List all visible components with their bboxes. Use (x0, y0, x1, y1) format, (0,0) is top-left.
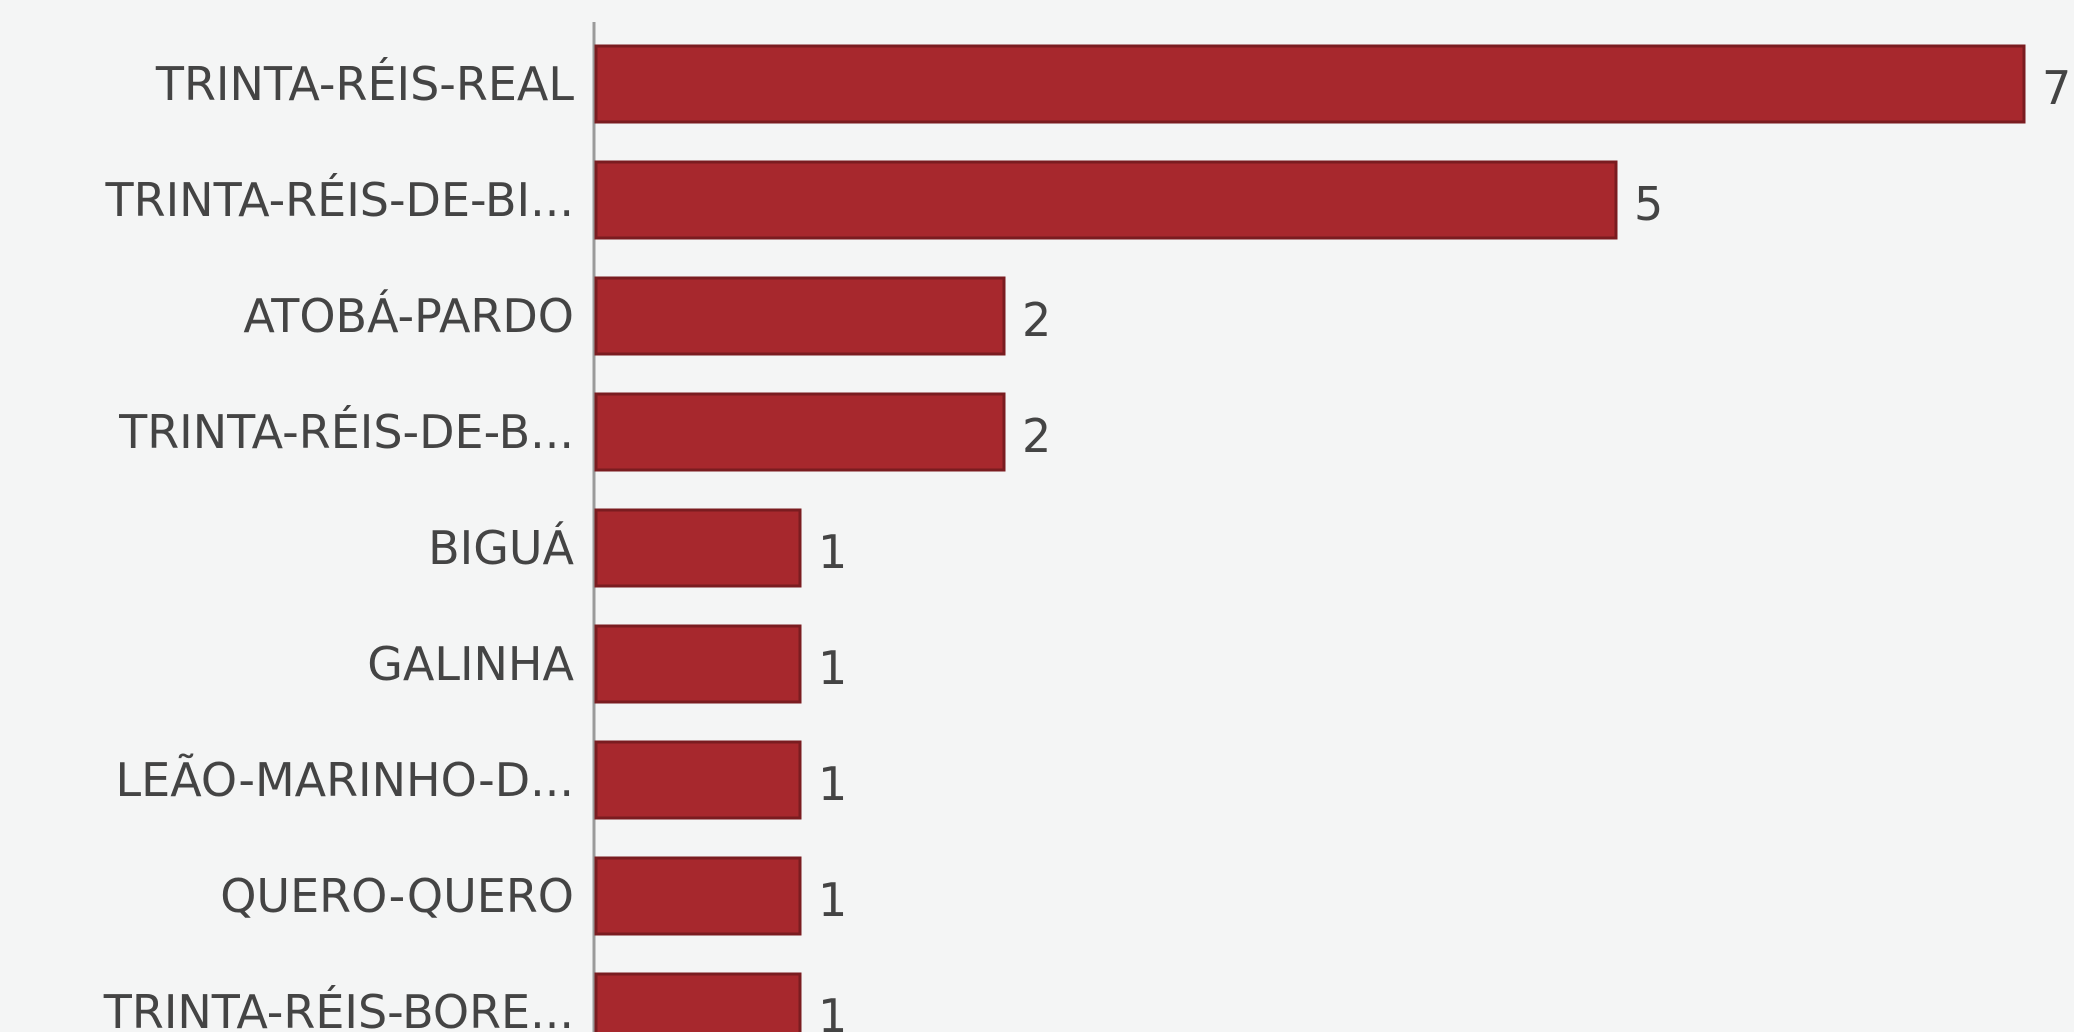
bar-4 (594, 508, 802, 588)
category-label-1: TRINTA-RÉIS-DE-BI... (105, 173, 574, 227)
value-label-2: 2 (1022, 293, 1051, 347)
value-label-0: 7 (2042, 61, 2071, 115)
value-label-3: 2 (1022, 409, 1051, 463)
value-label-5: 1 (818, 641, 847, 695)
bar-7 (594, 856, 802, 936)
bar-6 (594, 740, 802, 820)
value-label-7: 1 (818, 873, 847, 927)
value-label-8: 1 (818, 989, 847, 1032)
category-label-0: TRINTA-RÉIS-REAL (155, 57, 575, 111)
value-labels-group: 7 5 2 2 1 1 1 1 1 (818, 61, 2071, 1032)
value-label-6: 1 (818, 757, 847, 811)
bar-5 (594, 624, 802, 704)
bar-8 (594, 972, 802, 1032)
category-label-4: BIGUÁ (428, 521, 574, 575)
bar-1 (594, 160, 1618, 240)
bar-0 (594, 44, 2026, 124)
bar-3 (594, 392, 1006, 472)
category-label-3: TRINTA-RÉIS-DE-B... (118, 405, 574, 459)
bars-group (594, 44, 2026, 1032)
category-labels-group: TRINTA-RÉIS-REAL TRINTA-RÉIS-DE-BI... ATOB… (103, 57, 575, 1032)
category-label-5: GALINHA (367, 637, 574, 691)
category-label-6: LEÃO-MARINHO-D... (116, 753, 575, 807)
category-label-8: TRINTA-RÉIS-BORE... (103, 985, 574, 1032)
value-label-4: 1 (818, 525, 847, 579)
category-label-2: ATOBÁ-PARDO (243, 289, 574, 343)
value-label-1: 5 (1634, 177, 1663, 231)
category-label-7: QUERO-QUERO (220, 869, 574, 923)
bar-2 (594, 276, 1006, 356)
